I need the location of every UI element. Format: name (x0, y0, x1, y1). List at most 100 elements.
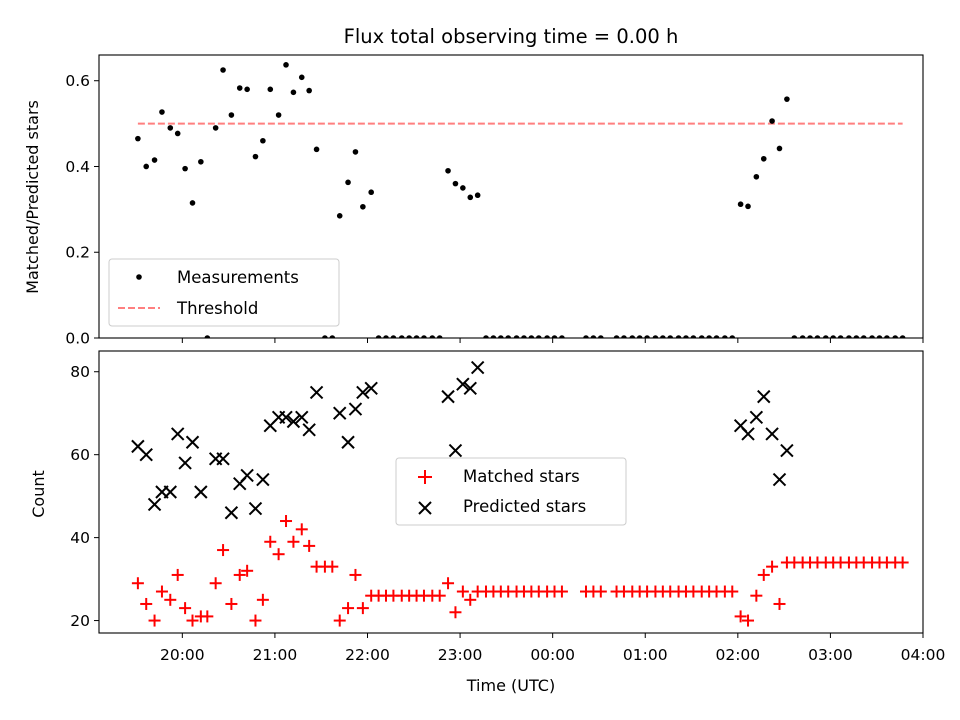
xtick-label: 22:00 (345, 646, 390, 664)
matched-star-point (896, 556, 909, 569)
top-panel: 0.0 0.2 0.4 0.6 Matched/Predicted stars (23, 54, 924, 348)
predicted-star-point (216, 452, 230, 466)
measurement-point (860, 335, 867, 338)
x-axis-label: Time (UTC) (466, 676, 555, 695)
matched-star-point (726, 585, 739, 598)
measurement-point (745, 203, 751, 210)
matched-star-point (280, 515, 293, 528)
measurement-point (598, 335, 604, 338)
measurement-point (467, 194, 474, 201)
measurement-point (636, 335, 643, 338)
predicted-star-point (194, 485, 208, 499)
predicted-star-point (139, 447, 153, 462)
measurement-point (899, 335, 906, 338)
predicted-star-point (333, 406, 347, 420)
matched-star-point (225, 597, 238, 610)
measurement-point (807, 335, 813, 338)
matched-star-point (742, 614, 755, 627)
matched-star-point (555, 585, 568, 598)
xtick-label: 04:00 (901, 646, 946, 664)
matched-star-point (272, 548, 285, 561)
matched-star-point (750, 589, 763, 602)
measurement-point (675, 335, 682, 338)
bottom-legend-box (395, 457, 627, 526)
measurement-point (345, 179, 351, 186)
predicted-star-point (286, 414, 301, 429)
measurement-point (737, 201, 744, 208)
measurement-point (336, 212, 343, 219)
matched-star-point (148, 614, 161, 627)
top-legend: Measurements Threshold (108, 258, 340, 327)
measurement-point (498, 335, 504, 338)
top-marks (135, 62, 906, 338)
measurement-point (590, 335, 597, 338)
matched-star-point (295, 523, 308, 536)
measurement-point (383, 335, 389, 338)
legend-matched-label: Matched stars (463, 467, 580, 486)
matched-star-point (594, 585, 607, 598)
measurement-point (698, 335, 705, 338)
measurement-point (544, 335, 550, 338)
measurement-point (729, 335, 736, 338)
measurement-point (329, 335, 336, 338)
predicted-star-point (163, 485, 177, 499)
matched-star-point (456, 585, 469, 598)
predicted-star-point (456, 377, 470, 391)
matched-star-point (349, 568, 362, 581)
measurement-point (244, 86, 250, 93)
measurement-point (352, 149, 359, 155)
legend-predicted-marker (418, 501, 432, 515)
legend-predicted-label: Predicted stars (463, 497, 586, 516)
measurement-point (198, 158, 204, 165)
measurement-point (706, 335, 712, 338)
matched-star-point (342, 602, 355, 615)
matched-star-point (140, 597, 153, 610)
predicted-star-point (448, 443, 463, 458)
top-ytick-label: 0.4 (65, 158, 90, 176)
predicted-star-point (757, 389, 771, 404)
matched-star-point (442, 577, 455, 590)
measurement-point (406, 335, 412, 338)
xtick-label: 23:00 (438, 646, 483, 664)
matched-star-point (356, 602, 369, 615)
measurement-point (375, 335, 382, 338)
measurement-point (776, 145, 783, 152)
matched-star-point (303, 539, 316, 552)
measurement-point (667, 335, 674, 338)
xtick-label: 00:00 (530, 646, 575, 664)
predicted-star-point (309, 385, 324, 400)
predicted-star-point (356, 385, 370, 400)
measurement-point (167, 125, 174, 131)
measurement-point (505, 335, 512, 338)
measurement-point (174, 130, 181, 137)
predicted-star-point (295, 410, 309, 425)
matched-star-point (433, 589, 446, 602)
measurement-point (892, 335, 899, 338)
chart-title: Flux total observing time = 0.00 h (344, 25, 679, 48)
top-ytick-label: 0.2 (65, 244, 90, 262)
top-legend-box (108, 258, 340, 327)
xtick-label: 02:00 (715, 646, 760, 664)
matched-star-point (326, 560, 339, 573)
measurement-point (452, 180, 459, 187)
measurement-point (621, 335, 627, 338)
matched-star-point (155, 585, 168, 598)
measurement-point (398, 335, 405, 338)
measurement-point (460, 185, 466, 191)
matched-star-point (179, 602, 192, 615)
predicted-star-point (256, 472, 270, 487)
xtick-label: 21:00 (253, 646, 298, 664)
predicted-star-point (741, 427, 755, 441)
measurement-point (390, 335, 397, 338)
measurement-point (551, 335, 558, 338)
measurement-point (189, 200, 196, 206)
measurement-point (722, 335, 728, 338)
measurement-point (528, 335, 535, 338)
bottom-ytick-label: 40 (70, 529, 90, 547)
matched-star-point (766, 560, 779, 573)
bottom-ytick-label: 80 (70, 363, 90, 381)
measurement-point (869, 335, 875, 338)
measurement-point (151, 157, 158, 163)
legend-threshold-label: Threshold (176, 299, 258, 318)
